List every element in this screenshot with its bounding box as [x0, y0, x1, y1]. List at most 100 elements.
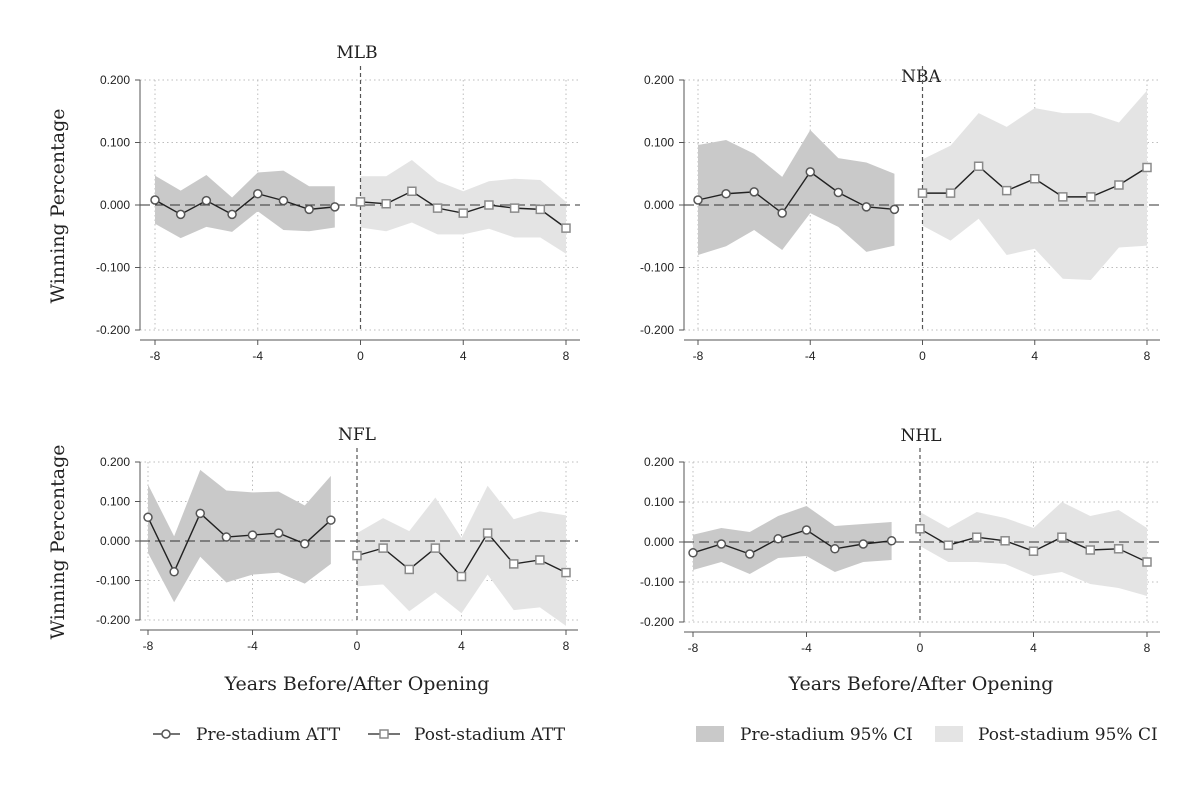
- post-att-point: [1085, 545, 1095, 555]
- x-tick-label: 0: [917, 641, 924, 655]
- pre-att-point: [221, 532, 232, 542]
- x-tick-label: -4: [801, 641, 812, 655]
- post-att-point: [381, 199, 391, 209]
- pre-att-point: [693, 195, 703, 205]
- post-att-point: [1058, 192, 1068, 202]
- y-tick-label: -0.200: [96, 323, 130, 337]
- x-tick-label: 8: [563, 639, 570, 653]
- panel-mlb: MLB 0.200 0.100 0.000 -0.100 -0.200 -8 -4 0 4 8: [96, 43, 580, 363]
- post-att-point: [915, 524, 925, 534]
- pre-ci-band-nhl: [693, 506, 892, 574]
- post-att-point: [407, 186, 417, 196]
- post-att-point: [482, 528, 493, 538]
- post-att-point: [1057, 532, 1067, 542]
- x-tick-label: -4: [252, 349, 263, 363]
- pre-att-point: [861, 202, 872, 212]
- panel-title-nhl: NHL: [901, 426, 942, 446]
- y-tick-label: 0.000: [644, 198, 674, 212]
- legend-item-post-ci: Post-stadium 95% CI: [935, 725, 1158, 745]
- post-att-point: [561, 567, 571, 578]
- pre-att-point: [745, 549, 755, 559]
- pre-att-point: [716, 539, 727, 549]
- y-tick-label: 0.200: [644, 73, 674, 87]
- post-att-point: [458, 208, 468, 218]
- x-tick-label: -8: [150, 349, 161, 363]
- pre-att-point: [273, 528, 284, 538]
- post-att-point: [484, 200, 494, 210]
- pre-att-point: [749, 187, 759, 197]
- legend-label-post-att: Post-stadium ATT: [414, 725, 566, 745]
- pre-att-point: [889, 204, 900, 215]
- x-tick-label: 0: [357, 349, 364, 363]
- y-axis-title-bottom: Winning Percentage: [47, 444, 69, 639]
- x-axis-title-right: Years Before/After Opening: [788, 673, 1054, 695]
- y-tick-label: -0.100: [96, 261, 130, 275]
- post-ci-band-mlb: [360, 160, 566, 254]
- post-att-point: [352, 550, 362, 561]
- pre-att-point: [300, 539, 310, 549]
- y-tick-label: 0.100: [644, 136, 674, 150]
- y-tick-label: -0.200: [96, 613, 130, 627]
- x-axis-title-left: Years Before/After Opening: [224, 673, 490, 695]
- legend-label-post-ci: Post-stadium 95% CI: [978, 725, 1158, 745]
- post-att-point: [1086, 192, 1096, 202]
- y-tick-label: -0.100: [96, 574, 130, 588]
- y-tick-label: -0.200: [640, 323, 674, 337]
- pre-att-point: [858, 539, 868, 549]
- post-att-point: [1001, 185, 1012, 196]
- panel-nba: NBA 0.200 0.100 0.000 -0.100 -0.200 -8 -4 0 4 8: [640, 66, 1160, 363]
- pre-att-line-nhl: [692, 529, 892, 555]
- pre-att-point: [833, 187, 844, 198]
- legend-marker-circle: [161, 729, 171, 739]
- post-att-point: [1142, 557, 1152, 567]
- pre-att-point: [805, 167, 815, 177]
- post-att-point: [535, 204, 546, 215]
- post-att-point: [945, 188, 956, 198]
- post-att-point: [430, 543, 441, 553]
- y-tick-label: 0.100: [644, 495, 674, 509]
- legend-item-pre-ci: Pre-stadium 95% CI: [696, 725, 913, 745]
- pre-att-point: [253, 189, 263, 199]
- pre-att-point: [247, 530, 258, 540]
- legend: Pre-stadium ATT Post-stadium ATT Pre-sta…: [153, 725, 1158, 745]
- panel-nhl: NHL 0.200 0.100 0.000 -0.100 -0.200 -8 -4 0 4 8: [640, 426, 1160, 655]
- legend-label-pre-att: Pre-stadium ATT: [196, 725, 341, 745]
- x-tick-label: 8: [1144, 349, 1151, 363]
- x-tick-label: 4: [1031, 349, 1038, 363]
- legend-label-pre-ci: Pre-stadium 95% CI: [740, 725, 913, 745]
- x-tick-label: 8: [563, 349, 570, 363]
- pre-att-point: [201, 195, 212, 206]
- y-tick-label: 0.100: [100, 495, 130, 509]
- y-tick-label: 0.000: [100, 534, 130, 548]
- x-tick-label: 4: [1030, 641, 1037, 655]
- pre-att-point: [175, 209, 186, 220]
- post-att-point: [973, 161, 984, 171]
- post-att-point: [561, 223, 571, 233]
- panel-nfl: NFL 0.200 0.100 0.000 -0.100 -0.200 -8 -4 0 4 8: [96, 425, 578, 653]
- x-tick-label: -4: [247, 639, 258, 653]
- y-tick-label: -0.200: [640, 615, 674, 629]
- y-axis-title-top: Winning Percentage: [47, 108, 69, 303]
- legend-marker-square: [379, 729, 389, 739]
- panel-title-mlb: MLB: [336, 43, 377, 63]
- pre-att-point: [721, 189, 731, 199]
- y-tick-label: 0.200: [100, 73, 130, 87]
- post-att-point: [1028, 546, 1039, 556]
- panel-title-nfl: NFL: [338, 425, 376, 445]
- post-att-point: [972, 532, 982, 542]
- post-att-point: [355, 197, 366, 207]
- post-att-point: [509, 559, 519, 569]
- y-tick-label: 0.200: [644, 455, 674, 469]
- post-att-point: [1030, 174, 1040, 184]
- pre-att-point: [227, 209, 237, 220]
- post-ci-band-nfl: [357, 485, 566, 626]
- pre-att-point: [150, 195, 160, 205]
- post-att-point: [535, 555, 545, 565]
- x-tick-label: -8: [688, 641, 699, 655]
- x-tick-label: 0: [354, 639, 361, 653]
- pre-att-point: [688, 548, 698, 558]
- post-att-point: [917, 188, 928, 198]
- post-att-point: [1142, 162, 1152, 173]
- post-att-point: [404, 564, 414, 575]
